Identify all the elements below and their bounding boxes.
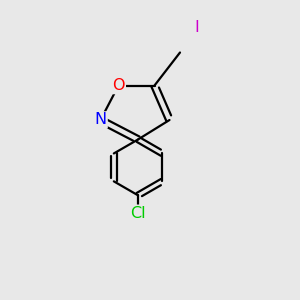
Text: O: O [112, 78, 125, 93]
Text: Cl: Cl [130, 206, 146, 221]
Text: N: N [94, 112, 106, 128]
Text: I: I [194, 20, 199, 35]
